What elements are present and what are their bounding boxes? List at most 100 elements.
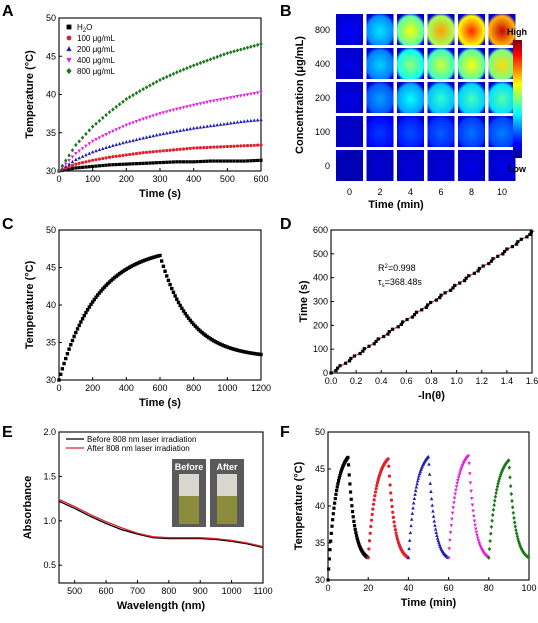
colorbar	[513, 40, 522, 158]
data-point	[91, 164, 95, 169]
data-point	[354, 531, 358, 535]
data-point	[175, 147, 179, 152]
data-point	[431, 514, 436, 518]
heatmap-cell	[336, 82, 363, 113]
data-point	[433, 523, 437, 527]
data-point	[178, 106, 182, 111]
data-point	[70, 155, 75, 159]
data-point	[349, 497, 353, 501]
data-point	[350, 509, 355, 514]
data-point	[329, 531, 333, 535]
x-tick-label: 0.8	[425, 376, 438, 386]
data-point	[168, 109, 172, 113]
panel-label: F	[280, 424, 290, 441]
data-point	[427, 472, 432, 476]
data-point	[367, 344, 371, 348]
data-point	[138, 118, 142, 123]
data-point	[414, 310, 419, 314]
data-point	[64, 356, 68, 361]
data-point	[94, 148, 98, 153]
data-point	[57, 168, 61, 174]
data-point	[202, 101, 206, 105]
x-tick-label: 0.6	[400, 376, 413, 386]
data-point	[166, 278, 171, 283]
data-point	[84, 153, 88, 157]
y-axis-label: Temperature (°C)	[24, 260, 36, 349]
data-point	[84, 160, 88, 164]
data-point	[396, 325, 400, 329]
data-point	[467, 274, 471, 278]
data-point	[80, 154, 85, 158]
data-point	[60, 367, 65, 371]
data-point	[412, 313, 417, 317]
data-point	[117, 126, 122, 131]
data-point	[229, 144, 233, 148]
data-point	[173, 294, 177, 298]
data-point	[438, 296, 442, 300]
data-point	[235, 48, 240, 53]
data-point	[225, 144, 229, 149]
data-point	[245, 45, 250, 50]
data-point	[94, 138, 98, 142]
x-tick-label: 20	[363, 583, 373, 593]
data-point	[529, 230, 533, 234]
x-tick-label: 0	[347, 187, 352, 197]
data-point	[178, 303, 182, 308]
data-point	[245, 119, 250, 123]
y-tick-label: 2.0	[43, 427, 56, 437]
data-point	[164, 131, 169, 135]
x-tick-label: 1.4	[501, 376, 514, 386]
data-point	[382, 334, 386, 339]
data-point	[259, 117, 263, 122]
x-tick-label: 60	[444, 583, 454, 593]
data-point	[215, 123, 219, 127]
data-point	[242, 159, 246, 163]
data-point	[333, 496, 337, 501]
data-point	[468, 481, 473, 485]
data-point	[399, 322, 403, 326]
x-axis-label: Time (s)	[139, 188, 181, 200]
data-point	[151, 161, 155, 165]
data-point	[327, 567, 331, 571]
data-point	[239, 144, 243, 148]
data-point	[487, 262, 491, 266]
data-point	[362, 347, 366, 351]
data-point	[409, 523, 413, 528]
data-point	[413, 488, 418, 493]
data-point	[144, 150, 149, 154]
data-point	[87, 128, 92, 133]
data-point	[70, 163, 75, 168]
data-point	[245, 144, 250, 148]
data-point	[492, 503, 496, 508]
x-axis-label: Time (min)	[368, 199, 424, 211]
data-point	[232, 159, 236, 163]
series-line	[58, 500, 264, 549]
data-point	[181, 309, 186, 313]
y-tick-label: 0.5	[43, 560, 56, 570]
data-point	[455, 481, 459, 486]
data-point	[509, 491, 514, 497]
data-point	[239, 159, 243, 163]
data-point	[355, 536, 359, 540]
x-tick-label: 200	[119, 174, 134, 184]
data-point	[337, 476, 341, 480]
data-point	[198, 102, 203, 106]
data-point	[395, 534, 399, 538]
x-tick-label: 1000	[222, 586, 242, 596]
data-point	[219, 145, 223, 149]
data-point	[252, 118, 257, 122]
y-tick-label: 1.5	[43, 471, 56, 481]
heatmap-cell	[427, 48, 455, 79]
data-point	[259, 158, 263, 162]
x-tick-label: 600	[152, 383, 167, 393]
data-point	[124, 162, 128, 166]
data-point	[192, 160, 196, 164]
y-tick-label: 500	[313, 249, 328, 259]
data-point	[84, 165, 88, 169]
data-point	[84, 131, 88, 137]
data-point	[175, 107, 179, 111]
data-point	[158, 160, 162, 165]
data-point	[357, 543, 361, 547]
data-point	[175, 70, 179, 75]
